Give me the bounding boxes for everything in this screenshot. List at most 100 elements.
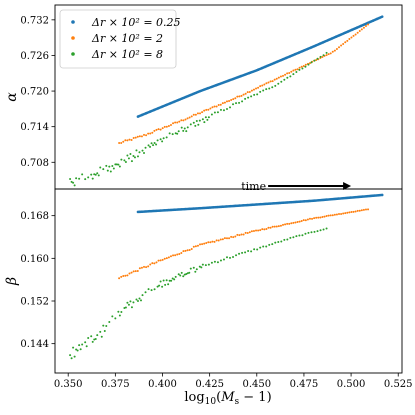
data-point — [163, 125, 166, 128]
legend-marker — [71, 52, 75, 56]
data-point — [182, 129, 185, 132]
data-point — [73, 184, 76, 187]
data-point — [139, 299, 142, 302]
data-point — [90, 335, 93, 338]
data-point — [159, 280, 162, 283]
data-point — [102, 168, 105, 171]
data-point — [168, 279, 171, 282]
data-point — [358, 29, 361, 32]
data-point — [76, 349, 79, 352]
data-point — [120, 142, 123, 145]
data-point — [241, 100, 244, 103]
data-point — [269, 80, 272, 83]
data-point — [246, 91, 249, 94]
data-point — [225, 108, 228, 111]
y-tick-label-alpha: 0.708 — [20, 158, 49, 169]
data-point — [195, 120, 198, 123]
y-tick-label-beta: 0.144 — [20, 339, 49, 350]
data-point — [105, 324, 108, 327]
data-point — [149, 263, 152, 266]
data-point — [145, 134, 148, 137]
data-point — [173, 278, 176, 281]
data-point — [338, 46, 341, 49]
data-point — [300, 220, 303, 223]
series-alpha-0 — [136, 15, 384, 118]
data-point — [210, 113, 213, 116]
data-point — [90, 173, 93, 176]
data-point — [255, 87, 258, 90]
data-point — [304, 232, 307, 235]
legend-marker — [71, 20, 75, 24]
data-point — [277, 225, 280, 228]
x-axis-label: log10(Ms − 1) — [184, 390, 271, 407]
data-point — [356, 31, 359, 34]
data-point — [147, 132, 150, 135]
data-point — [205, 241, 208, 244]
data-point — [222, 258, 225, 261]
data-point — [174, 121, 177, 124]
data-point — [230, 235, 233, 238]
data-point — [174, 254, 177, 257]
data-point — [136, 155, 139, 158]
data-point — [367, 23, 370, 26]
data-point — [132, 155, 135, 158]
data-point — [269, 226, 272, 229]
data-point — [360, 28, 363, 31]
data-point — [301, 67, 304, 70]
data-point — [133, 156, 136, 159]
data-point — [286, 72, 289, 75]
data-point — [153, 262, 156, 265]
data-point — [327, 53, 330, 56]
data-point — [163, 257, 166, 260]
data-point — [182, 275, 185, 278]
data-point — [256, 248, 259, 251]
data-point — [123, 159, 126, 162]
data-point — [165, 257, 168, 260]
data-point — [122, 140, 125, 143]
data-point — [229, 256, 232, 259]
data-point — [380, 193, 384, 197]
data-point — [267, 226, 270, 229]
data-point — [174, 132, 177, 135]
data-point — [210, 261, 213, 264]
data-point — [265, 228, 268, 231]
data-point — [120, 158, 123, 161]
data-point — [217, 103, 220, 106]
data-point — [124, 274, 127, 277]
data-point — [102, 324, 105, 327]
data-point — [317, 216, 320, 219]
data-point — [289, 236, 292, 239]
data-point — [333, 213, 336, 216]
legend-entry: Δr × 10² = 8 — [91, 48, 163, 61]
data-point — [135, 149, 138, 152]
data-point — [225, 237, 228, 240]
data-point — [362, 26, 365, 29]
data-point — [140, 135, 143, 138]
data-point — [138, 135, 141, 138]
data-point — [132, 136, 135, 139]
series-beta-1 — [118, 208, 370, 280]
data-point — [206, 118, 209, 121]
data-point — [204, 116, 207, 119]
data-point — [159, 138, 162, 141]
data-point — [111, 315, 114, 318]
data-point — [132, 270, 135, 273]
data-point — [238, 95, 241, 98]
data-point — [167, 283, 170, 286]
data-point — [228, 100, 231, 103]
x-tick-label: 0.450 — [242, 379, 271, 390]
data-point — [236, 233, 239, 236]
data-point — [225, 256, 228, 259]
y-axis-label-beta: β — [4, 277, 20, 286]
data-point — [177, 273, 180, 276]
data-point — [304, 219, 307, 222]
data-point — [304, 65, 307, 68]
y-tick-label-alpha: 0.732 — [20, 15, 49, 26]
data-point — [364, 208, 367, 211]
data-point — [72, 181, 75, 184]
data-point — [96, 172, 99, 175]
data-point — [219, 259, 222, 262]
data-point — [196, 244, 199, 247]
data-point — [234, 97, 237, 100]
